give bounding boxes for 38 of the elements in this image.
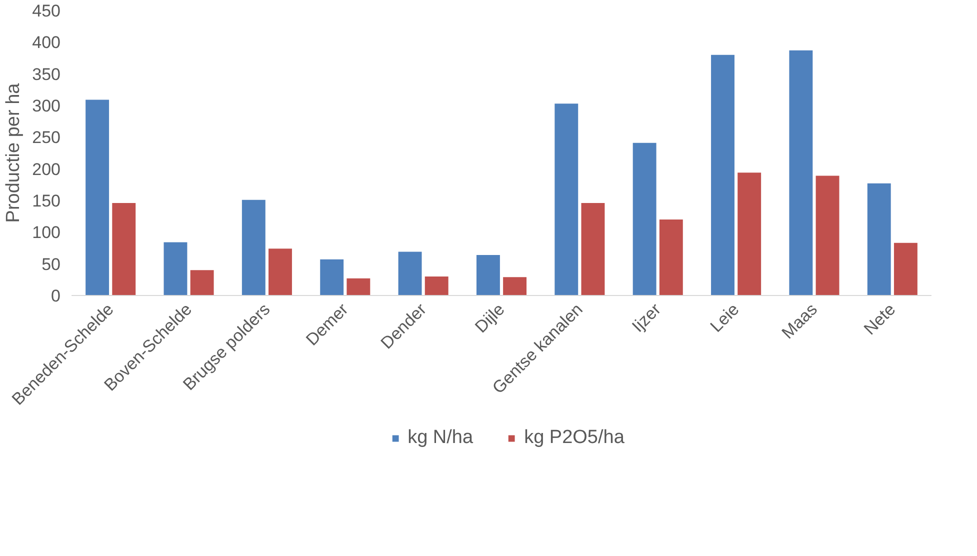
bar bbox=[503, 277, 527, 296]
bar bbox=[554, 104, 578, 296]
bar bbox=[398, 252, 422, 296]
bar bbox=[268, 248, 292, 296]
y-tick-label: 400 bbox=[32, 33, 61, 52]
bar bbox=[738, 172, 762, 296]
bar bbox=[164, 242, 188, 296]
y-tick-label: 450 bbox=[32, 2, 61, 20]
x-tick-label: Leie bbox=[706, 300, 743, 336]
bar bbox=[112, 203, 136, 296]
y-tick-label: 350 bbox=[32, 64, 61, 84]
bar bbox=[867, 183, 891, 296]
bar bbox=[346, 278, 370, 296]
bar bbox=[659, 220, 683, 296]
y-tick-label: 300 bbox=[32, 96, 61, 116]
y-tick-label: 50 bbox=[42, 254, 61, 274]
y-tick-label: 150 bbox=[32, 192, 61, 210]
bar bbox=[789, 50, 813, 296]
bar bbox=[816, 176, 840, 296]
bar bbox=[711, 54, 734, 296]
bar bbox=[894, 242, 918, 296]
bar bbox=[86, 100, 110, 296]
y-tick-label: 200 bbox=[32, 160, 61, 179]
bar bbox=[424, 276, 448, 296]
x-tick-label: Dijle bbox=[471, 300, 508, 337]
bar bbox=[190, 270, 214, 296]
bar bbox=[320, 259, 344, 296]
y-tick-label: 100 bbox=[32, 223, 61, 242]
x-tick-label: Ijzer bbox=[628, 300, 665, 336]
bar bbox=[581, 203, 605, 296]
legend-label: kg P2O5/ha bbox=[524, 427, 624, 449]
bar bbox=[632, 142, 656, 296]
y-tick-label: 0 bbox=[51, 286, 61, 306]
legend-label: kg N/ha bbox=[408, 427, 474, 449]
bar bbox=[242, 200, 266, 296]
y-axis-title: Productie per ha bbox=[3, 82, 24, 223]
y-tick-label: 250 bbox=[32, 128, 61, 148]
bar bbox=[476, 254, 500, 296]
